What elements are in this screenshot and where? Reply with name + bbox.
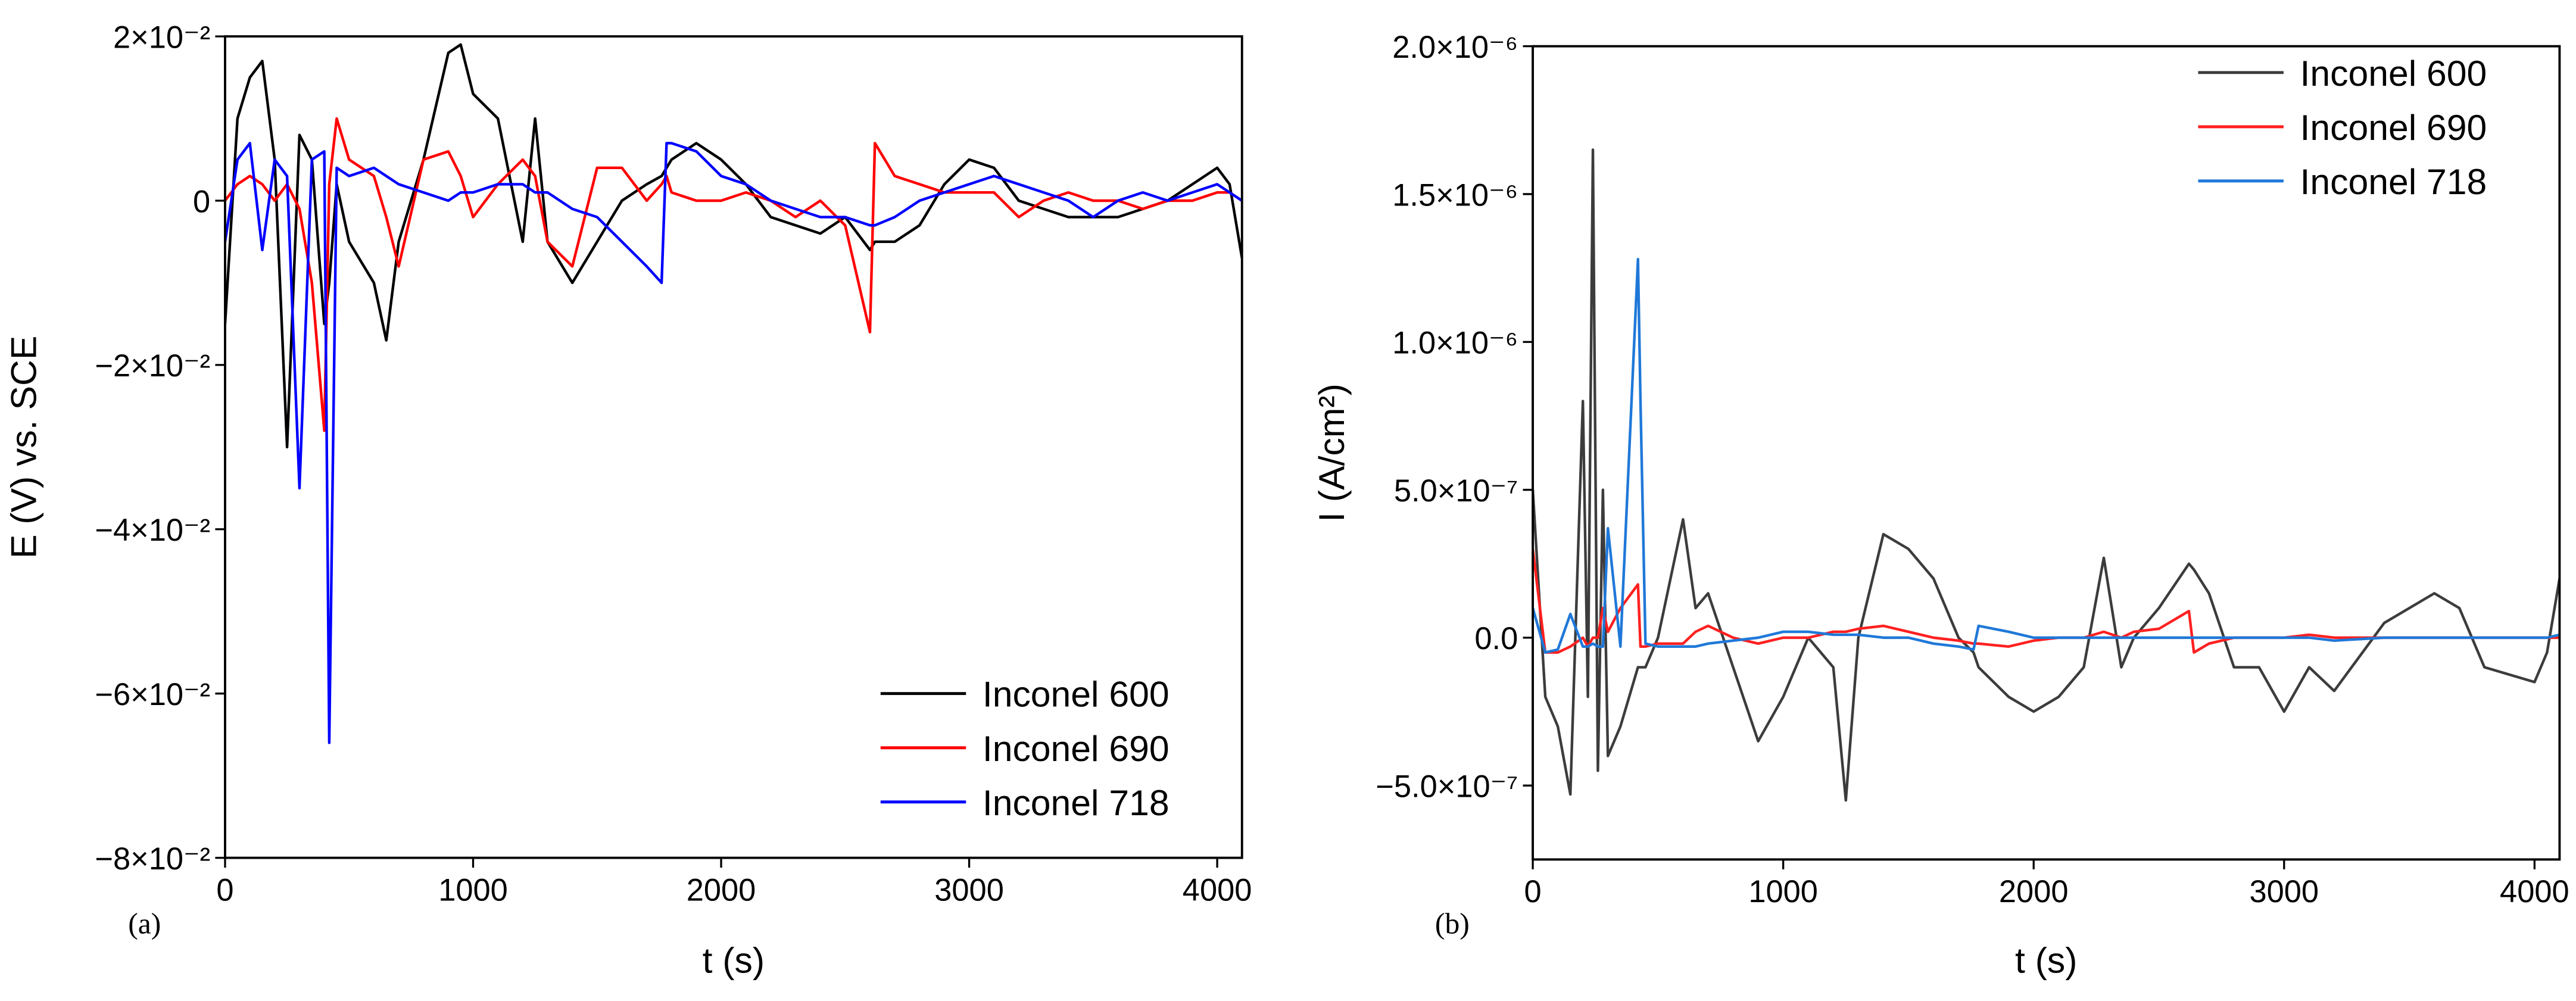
x-tick-label: 1000 (438, 873, 508, 908)
panel-label: (a) (128, 907, 161, 940)
legend-label: Inconel 600 (2300, 53, 2487, 93)
y-tick-label: −2×10⁻² (95, 349, 210, 383)
x-tick-label: 3000 (934, 873, 1004, 908)
y-tick-label: 2.0×10⁻⁶ (1392, 30, 1518, 65)
x-tick-label: 4000 (1183, 873, 1252, 908)
legend-label: Inconel 600 (983, 674, 1170, 715)
x-tick-label: 2000 (1999, 875, 2069, 909)
x-tick-label: 3000 (2249, 875, 2319, 909)
x-tick-label: 0 (216, 873, 233, 908)
legend-label: Inconel 690 (983, 728, 1170, 769)
x-axis-label: t (s) (2015, 940, 2078, 981)
data-line (224, 43, 1242, 449)
data-line (224, 142, 1242, 744)
y-tick-label: 5.0×10⁻⁷ (1394, 474, 1518, 509)
x-tick-label: 4000 (2500, 875, 2569, 909)
data-line (1533, 258, 2560, 654)
y-axis-label: E (V) vs. SCE (4, 336, 44, 559)
plot-frame (224, 35, 1243, 859)
y-tick-label: 1.5×10⁻⁶ (1392, 178, 1518, 213)
y-tick-label: −5.0×10⁻⁷ (1376, 769, 1518, 804)
data-line (1533, 148, 2560, 802)
y-axis-label: I (A/cm²) (1311, 383, 1352, 522)
legend-label: Inconel 690 (2300, 107, 2487, 148)
y-tick-label: 0 (193, 185, 210, 219)
y-tick-label: −6×10⁻² (95, 678, 210, 712)
y-tick-label: −8×10⁻² (95, 842, 210, 877)
x-tick-label: 0 (1524, 875, 1542, 909)
legend-label: Inconel 718 (2300, 161, 2487, 202)
x-tick-label: 2000 (687, 873, 756, 908)
panel-label: (b) (1435, 907, 1470, 940)
legend-label: Inconel 718 (983, 782, 1170, 823)
y-tick-label: −4×10⁻² (95, 513, 210, 548)
y-tick-label: 2×10⁻² (113, 20, 210, 55)
plot-frame (1532, 45, 2561, 861)
y-tick-label: 0.0 (1474, 622, 1518, 656)
x-axis-label: t (s) (703, 940, 765, 981)
data-line (224, 117, 1242, 432)
x-tick-label: 1000 (1748, 875, 1818, 909)
y-tick-label: 1.0×10⁻⁶ (1392, 326, 1518, 361)
